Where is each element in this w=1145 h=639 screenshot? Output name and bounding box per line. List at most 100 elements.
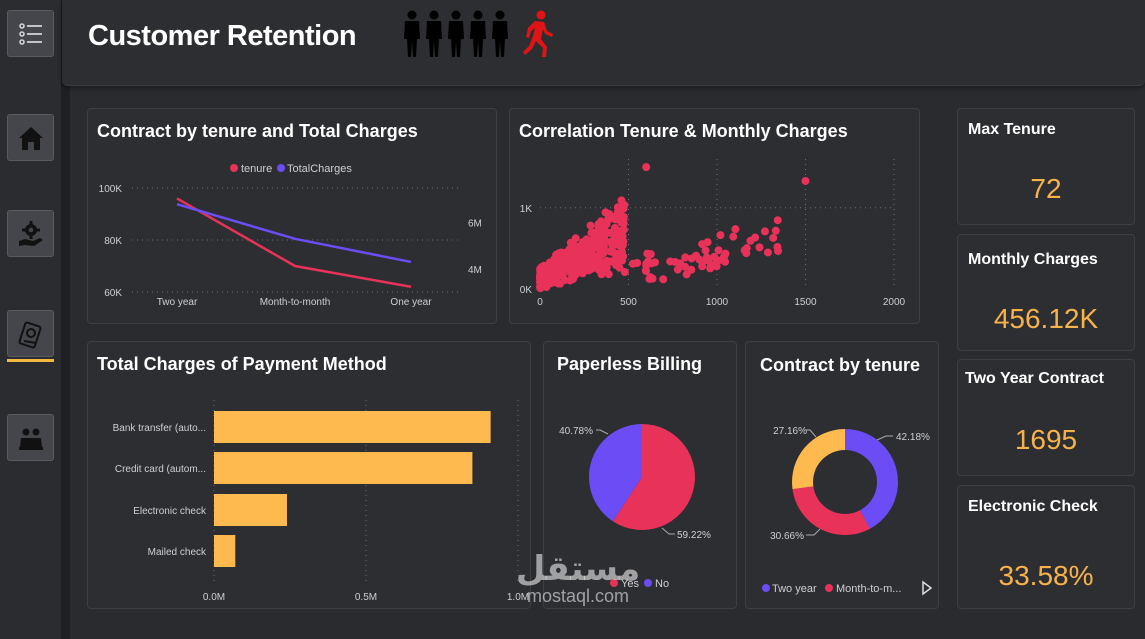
scatter-point	[617, 248, 626, 257]
kpi-value: 1695	[1014, 424, 1078, 455]
walking-person-icon	[523, 10, 553, 57]
scatter-point	[746, 236, 755, 245]
scatter-point	[773, 216, 782, 225]
scatter-point	[605, 228, 614, 237]
watermark: مستقل mostaql.com	[498, 552, 658, 606]
scatter-point	[659, 275, 668, 284]
scatter-point	[571, 234, 580, 243]
x-tick-label: 1000	[706, 297, 729, 308]
leader-line	[806, 528, 821, 536]
payment-button[interactable]	[7, 310, 54, 357]
scatter-point	[698, 262, 707, 271]
legend-marker	[277, 164, 285, 172]
scatter-point	[618, 256, 627, 265]
scatter-point	[594, 234, 603, 243]
kpi-card-max-tenure: Max Tenure 72	[957, 108, 1135, 225]
y-tick-label: 1K	[520, 204, 533, 215]
scatter-point	[619, 204, 628, 213]
scatter-point	[681, 253, 690, 262]
scatter-point	[706, 264, 715, 273]
scatter-point	[771, 226, 780, 235]
scatter-chart: 1K 0K 0 500 1000 1500 2000	[520, 159, 906, 308]
y-tick-label: 60K	[104, 288, 122, 299]
bar	[214, 535, 236, 567]
legend-marker	[230, 164, 238, 172]
x-tick-label: One year	[390, 297, 432, 308]
leader-line	[661, 527, 675, 535]
legend-label: Yes	[621, 578, 639, 590]
home-button[interactable]	[7, 114, 54, 161]
y-tick-label: Electronic check	[133, 506, 207, 517]
left-nav	[0, 0, 62, 639]
scatter-point	[596, 242, 605, 251]
pie-chart-card: Paperless Billing 59.22% 40.78% Yes No	[543, 341, 737, 609]
gear-hand-icon	[18, 220, 43, 246]
y-tick-label: Bank transfer (auto...	[113, 423, 206, 434]
customers-button[interactable]	[7, 414, 54, 461]
series-line-tenure	[176, 197, 412, 289]
watermark-url: mostaql.com	[526, 586, 630, 606]
scatter-chart-card: Correlation Tenure & Monthly Charges 1K 0…	[509, 108, 920, 324]
scatter-point	[559, 266, 568, 275]
scatter-point	[543, 272, 552, 281]
scatter-point	[613, 208, 622, 217]
legend-label: No	[655, 578, 669, 590]
x-tick-label: 0	[537, 297, 543, 308]
x-tick-label: 0.5M	[355, 592, 377, 603]
scatter-point	[716, 231, 725, 240]
scatter-point	[769, 233, 778, 242]
scatter-point	[589, 251, 598, 260]
scatter-point	[644, 257, 653, 266]
header: Customer Retention	[62, 0, 1145, 86]
scatter-point	[760, 227, 769, 236]
nav-divider	[62, 0, 70, 639]
legend-marker	[644, 579, 652, 587]
scatter-point	[560, 276, 569, 285]
users-icon	[18, 428, 43, 450]
slice-label: 59.22%	[677, 530, 711, 541]
legend-label: Two year	[772, 583, 817, 595]
bar	[214, 411, 491, 443]
slice-label: 40.78%	[559, 426, 593, 437]
home-icon	[18, 126, 43, 150]
menu-button[interactable]	[7, 10, 54, 57]
x-tick-label: 2000	[883, 297, 906, 308]
legend-marker	[825, 584, 833, 592]
x-tick-label: 0.0M	[203, 592, 225, 603]
payment-icon	[18, 321, 41, 348]
donut-slice	[845, 429, 898, 529]
scatter-point	[551, 260, 560, 269]
bar-chart-title: Total Charges of Payment Method	[97, 354, 387, 374]
scatter-point	[673, 265, 682, 274]
y-tick-label: 0K	[520, 285, 533, 296]
scatter-point	[588, 264, 597, 273]
scatter-point	[611, 254, 620, 263]
scatter-point	[755, 243, 764, 252]
scatter-point	[536, 278, 545, 287]
bar	[214, 494, 287, 526]
scatter-point	[581, 266, 590, 275]
scatter-point	[671, 257, 680, 266]
person-icon	[470, 10, 486, 57]
scatter-point	[719, 253, 728, 262]
scatter-point	[596, 217, 605, 226]
slice-label: 27.16%	[773, 426, 807, 437]
kpi-card-two-year-contract: Two Year Contract 1695	[957, 359, 1135, 476]
person-icon	[426, 10, 442, 57]
scatter-point	[682, 270, 691, 279]
legend-label: Month-to-m...	[836, 583, 901, 595]
scatter-point	[554, 279, 563, 288]
line-chart: tenure TotalCharges 100K 80K 60K 6M 4M Two year…	[99, 163, 482, 308]
scatter-point	[569, 261, 578, 270]
kpi-value: 72	[1030, 173, 1062, 204]
scatter-point	[701, 246, 710, 255]
legend-next-arrow-icon[interactable]	[922, 580, 933, 596]
scatter-point	[729, 232, 738, 241]
person-icon	[448, 10, 464, 57]
settings-button[interactable]	[7, 210, 54, 257]
bar	[214, 452, 473, 484]
scatter-point	[742, 244, 751, 253]
person-icon	[492, 10, 508, 57]
legend-label: tenure	[241, 163, 272, 175]
slice-label: 42.18%	[896, 432, 930, 443]
